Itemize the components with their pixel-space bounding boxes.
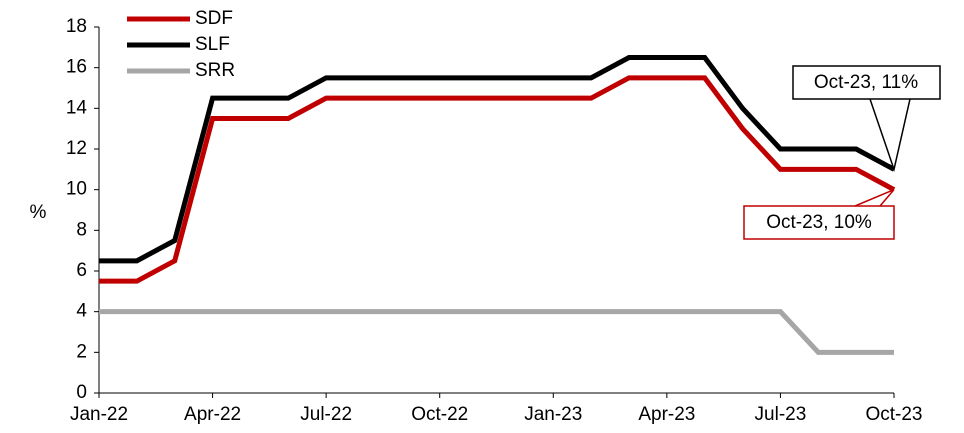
y-tick-label: 4 — [76, 301, 87, 322]
y-tick-label: 10 — [66, 179, 87, 200]
y-axis-label: % — [30, 202, 47, 223]
y-tick-label: 12 — [66, 138, 87, 159]
x-tick-label: Jan-23 — [524, 404, 582, 425]
callout-pointer — [869, 98, 911, 173]
y-tick-label: 18 — [66, 16, 87, 37]
x-tick-label: Jul-22 — [300, 404, 352, 425]
y-tick-label: 16 — [66, 57, 87, 78]
y-tick-label: 14 — [66, 97, 88, 118]
annotation: Oct-23, 11% — [814, 72, 918, 93]
legend-label: SLF — [195, 34, 230, 55]
annotation: Oct-23, 10% — [766, 212, 872, 233]
y-tick-label: 6 — [76, 260, 87, 281]
x-tick-label: Jul-23 — [755, 404, 807, 425]
legend-label: SDF — [195, 8, 233, 29]
y-tick-label: 2 — [76, 341, 87, 362]
series-line — [99, 75, 896, 284]
x-tick-label: Apr-22 — [184, 404, 241, 425]
series-line — [99, 309, 894, 355]
x-tick-label: Jan-22 — [70, 404, 128, 425]
callout-pointer — [854, 188, 895, 207]
y-tick-label: 8 — [76, 219, 87, 240]
legend-label: SRR — [195, 60, 235, 81]
x-tick-label: Oct-23 — [865, 404, 922, 425]
x-tick-label: Apr-23 — [638, 404, 695, 425]
annotation-box — [792, 65, 941, 100]
annotation-box — [743, 205, 895, 240]
x-tick-label: Oct-22 — [411, 404, 468, 425]
y-tick-label: 0 — [76, 382, 87, 403]
series-line — [99, 55, 896, 264]
